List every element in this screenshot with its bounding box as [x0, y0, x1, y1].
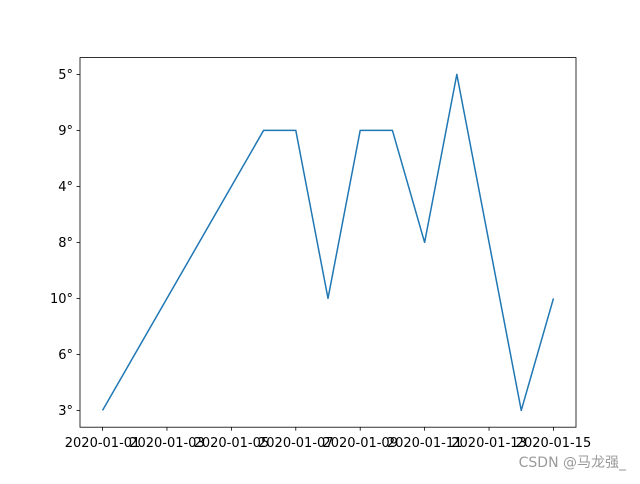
x-tick-label: 2020-01-09: [322, 436, 398, 451]
y-tick-label: 5°: [58, 68, 73, 83]
x-tick-label: 2020-01-07: [258, 436, 334, 451]
y-tick-label: 9°: [58, 124, 73, 139]
y-tick-label: 8°: [58, 236, 73, 251]
x-tick-label: 2020-01-01: [65, 436, 141, 451]
y-tick-label: 4°: [58, 180, 73, 195]
watermark: CSDN @马龙强_: [518, 455, 626, 471]
y-tick-label: 3°: [58, 404, 73, 419]
y-tick-label: 10°: [50, 292, 73, 307]
y-tick-label: 6°: [58, 348, 73, 363]
x-tick-label: 2020-01-03: [129, 436, 205, 451]
x-tick-label: 2020-01-15: [516, 436, 592, 451]
plot-frame: [79, 57, 577, 428]
data-line: [101, 73, 555, 412]
x-tick-label: 2020-01-13: [451, 436, 527, 451]
x-tick-label: 2020-01-11: [387, 436, 463, 451]
x-tick-label: 2020-01-05: [194, 436, 270, 451]
